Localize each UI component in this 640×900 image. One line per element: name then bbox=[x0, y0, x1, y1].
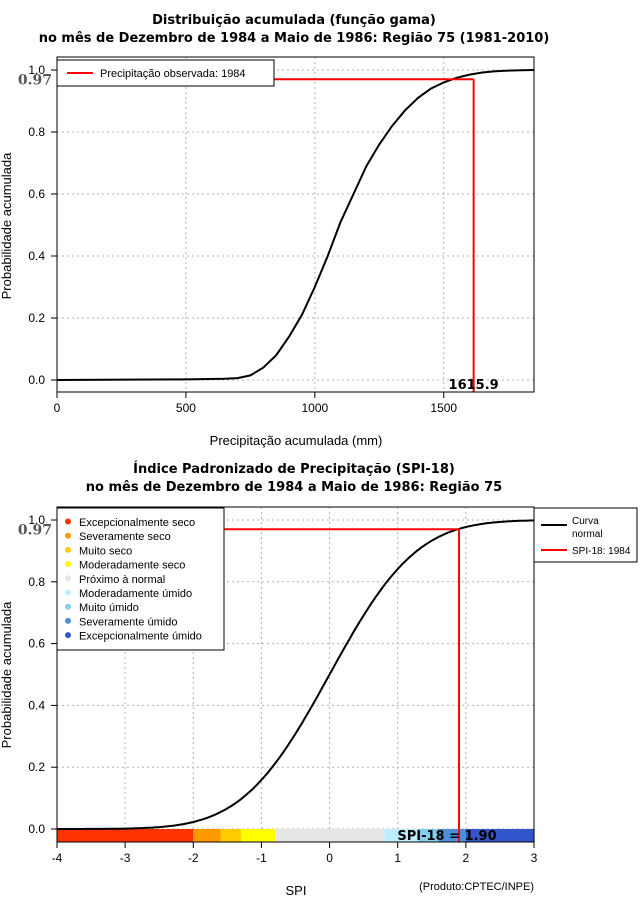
chart1-ticks: 0 500 1000 1500 0.0 0.2 0.4 0.6 0.8 1.0 bbox=[28, 63, 457, 415]
chart2-category-band bbox=[57, 829, 194, 842]
chart2-marker-y-label: 0.97 bbox=[18, 522, 52, 538]
chart2-category-legend-label: Muito úmido bbox=[79, 602, 139, 614]
chart2-category-legend-label: Moderadamente úmido bbox=[79, 588, 192, 600]
c2-y-tick-label: 1.0 bbox=[28, 513, 45, 527]
c2-x-tick-label: 3 bbox=[531, 851, 538, 865]
chart2-series-legend-box bbox=[533, 507, 638, 563]
chart1-cdf-curve bbox=[56, 69, 535, 381]
chart2-category-band bbox=[418, 829, 439, 842]
chart2-category-legend-box bbox=[56, 507, 225, 651]
chart1-marker-y-label: 0.97 bbox=[18, 72, 52, 88]
c1-y-tick-label: 0.4 bbox=[28, 249, 45, 263]
chart2-ticks: -4 -3 -2 -1 0 1 2 3 0.0 0.2 0.4 0.6 0.8 1.0 bbox=[28, 513, 537, 865]
chart2-title-line1: Índice Padronizado de Precipitação (SPI-… bbox=[133, 461, 455, 477]
chart2-category-legend-label: Moderadamente seco bbox=[79, 560, 185, 572]
chart2-category-band bbox=[275, 829, 385, 842]
c2-y-tick-label: 0.2 bbox=[28, 760, 45, 774]
chart2-category-legend-label: Severamente úmido bbox=[79, 616, 177, 628]
chart1-y-axis-title: Probabilidade acumulada bbox=[0, 152, 14, 299]
chart1-legend-box bbox=[56, 59, 275, 87]
chart2-category-legend-marker bbox=[65, 518, 71, 525]
c2-x-tick-label: -3 bbox=[120, 851, 131, 865]
c1-x-tick-label: 1500 bbox=[430, 401, 457, 415]
chart2-spi-value-label: SPI-18 = 1.90 bbox=[397, 829, 496, 844]
chart2-category-legend-label: Muito seco bbox=[79, 545, 132, 557]
chart2-category-legend-label: Excepcionalmente úmido bbox=[79, 631, 202, 643]
c1-x-tick-label: 1000 bbox=[301, 401, 328, 415]
c1-y-tick-label: 0.0 bbox=[28, 373, 45, 387]
chart1-grid bbox=[56, 57, 534, 392]
c2-y-tick-label: 0.6 bbox=[28, 637, 45, 651]
c1-y-tick-label: 0.6 bbox=[28, 187, 45, 201]
c1-y-tick-label: 0.8 bbox=[28, 125, 45, 139]
c1-x-tick-label: 0 bbox=[54, 401, 61, 415]
c2-x-tick-label: -1 bbox=[256, 851, 267, 865]
chart2-legend-curve-label-2: normal bbox=[572, 529, 603, 540]
chart2-category-bar bbox=[57, 829, 534, 842]
chart2-category-band bbox=[193, 829, 221, 842]
c2-y-tick-label: 0.8 bbox=[28, 575, 45, 589]
chart1-legend-label: Precipitação observada: 1984 bbox=[100, 68, 246, 80]
chart1-title-line2: no mês de Dezembro de 1984 a Maio de 198… bbox=[39, 31, 550, 46]
chart2-category-band bbox=[465, 829, 534, 842]
c2-x-tick-label: 1 bbox=[394, 851, 401, 865]
chart1-marker-x-label: 1615.9 bbox=[449, 378, 499, 393]
chart2-category-legend-label: Próximo à normal bbox=[79, 574, 165, 586]
chart2-category-legend-marker bbox=[65, 575, 71, 582]
chart2-category-band bbox=[240, 829, 276, 842]
c1-y-tick-label: 1.0 bbox=[28, 63, 45, 77]
chart1-title-line1: Distribuição acumulada (função gama) bbox=[152, 13, 436, 28]
chart1-plot-frame bbox=[56, 56, 535, 393]
c2-y-tick-label: 0.0 bbox=[28, 822, 45, 836]
c1-y-tick-label: 0.2 bbox=[28, 311, 45, 325]
chart2-category-legend: Excepcionalmente seco Severamente seco Mui… bbox=[56, 507, 225, 651]
chart2-series-legend: Curva normal SPI-18: 1984 bbox=[533, 507, 638, 563]
gamma-cdf-chart: Distribuição acumulada (função gama) no … bbox=[0, 13, 549, 448]
c1-x-tick-label: 500 bbox=[176, 401, 196, 415]
chart2-legend-spi-label: SPI-18: 1984 bbox=[572, 546, 631, 557]
chart2-category-legend-marker bbox=[65, 589, 71, 596]
chart2-category-legend-label: Excepcionalmente seco bbox=[79, 517, 195, 529]
chart2-category-band bbox=[220, 829, 241, 842]
chart2-category-legend-marker bbox=[65, 603, 71, 610]
chart2-category-legend-marker bbox=[65, 561, 71, 568]
chart2-x-axis-title: SPI bbox=[286, 883, 307, 898]
chart2-normal-curve bbox=[57, 519, 535, 830]
c2-x-tick-label: -4 bbox=[52, 851, 63, 865]
chart1-x-axis-title: Precipitação acumulada (mm) bbox=[210, 433, 383, 448]
c2-x-tick-label: 0 bbox=[326, 851, 333, 865]
chart2-category-legend-label: Severamente seco bbox=[79, 531, 171, 543]
chart2-category-band bbox=[384, 829, 419, 842]
chart2-category-legend-marker bbox=[65, 617, 71, 624]
chart2-category-legend-marker bbox=[65, 546, 71, 553]
chart1-legend: Precipitação observada: 1984 bbox=[56, 59, 275, 87]
chart2-category-legend-marker bbox=[65, 632, 71, 639]
chart2-title-line2: no mês de Dezembro de 1984 a Maio de 198… bbox=[86, 480, 502, 495]
chart2-y-axis-title: Probabilidade acumulada bbox=[0, 601, 14, 748]
spi-chart: Índice Padronizado de Precipitação (SPI-… bbox=[0, 461, 638, 898]
c2-y-tick-label: 0.4 bbox=[28, 698, 45, 712]
product-credit: (Produto:CPTEC/INPE) bbox=[419, 881, 534, 893]
chart2-plot-frame bbox=[56, 506, 535, 843]
chart2-legend-curve-label-1: Curva bbox=[572, 516, 599, 527]
chart2-category-legend-marker bbox=[65, 532, 71, 539]
c2-x-tick-label: 2 bbox=[463, 851, 470, 865]
c2-x-tick-label: -2 bbox=[188, 851, 199, 865]
